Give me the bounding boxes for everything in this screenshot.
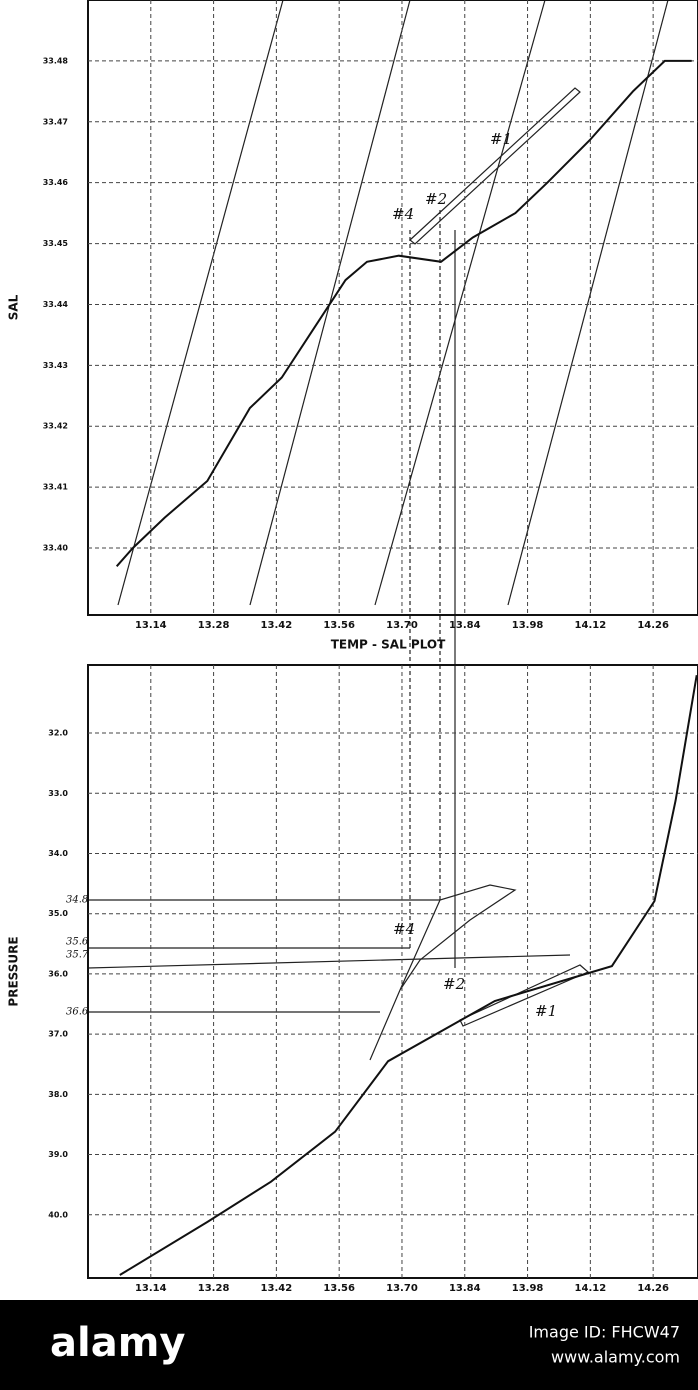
y-tick-label: 39.0: [48, 1150, 68, 1159]
x-tick-label: 13.14: [135, 1283, 167, 1294]
plot-frame: [87, 0, 698, 616]
plot-frame: [87, 664, 698, 1279]
y-tick-label: 33.47: [43, 117, 68, 126]
x-tick-label: 13.28: [198, 1283, 230, 1294]
x-tick-label: 13.28: [198, 620, 230, 631]
x-tick-label: 14.12: [575, 620, 607, 631]
annotation: #2: [425, 190, 447, 208]
x-tick-label: 13.70: [386, 1283, 418, 1294]
y-tick-label: 33.48: [43, 56, 69, 65]
x-tick-label: 13.14: [135, 620, 167, 631]
isopycnals: [117, 0, 669, 606]
y-tick-label: 40.0: [48, 1210, 68, 1219]
x-tick-label: 13.84: [449, 1283, 481, 1294]
guide-lines: [87, 87, 590, 1061]
y-tick-label: 33.44: [43, 300, 69, 309]
x-tick-label: 13.42: [261, 1283, 293, 1294]
x-tick-label: 14.26: [637, 620, 669, 631]
annotation: 36.6: [66, 1007, 89, 1018]
annotation: #4: [392, 205, 414, 223]
site: www.alamy.com: [551, 1348, 680, 1367]
y-tick-label: 33.41: [43, 483, 69, 492]
x-tick-label: 13.56: [323, 620, 355, 631]
y-tick-label: 32.0: [48, 729, 68, 738]
x-tick-label: 13.56: [323, 1283, 355, 1294]
y-tick-label: 35.0: [48, 909, 68, 918]
y-tick-label: 33.43: [43, 361, 68, 370]
x-tick-label: 13.98: [512, 620, 544, 631]
x-tick-label: 13.70: [386, 620, 418, 631]
annotation: #1: [535, 1002, 557, 1020]
annotation: #4: [393, 920, 415, 938]
image-id: Image ID: FHCW47: [529, 1323, 680, 1342]
y-tick-label: 33.46: [43, 178, 69, 187]
y-axis-label: PRESSURE: [7, 936, 21, 1006]
brand: alamy: [50, 1320, 185, 1366]
x-tick-label: 14.12: [575, 1283, 607, 1294]
data-line: [119, 675, 698, 1276]
annotation: #2: [443, 975, 465, 993]
y-tick-label: 33.40: [43, 544, 69, 553]
x-tick-label: 13.84: [449, 620, 481, 631]
annotation: 34.8: [66, 895, 88, 906]
y-tick-label: 33.42: [43, 422, 68, 431]
x-tick-label: 13.42: [261, 620, 293, 631]
y-axis-label: SAL: [7, 294, 21, 320]
y-tick-label: 36.0: [48, 969, 68, 978]
watermark-bar: [0, 1300, 698, 1390]
y-tick-label: 33.45: [43, 239, 69, 248]
annotation: 35.6: [66, 937, 89, 948]
y-tick-label: 37.0: [48, 1030, 68, 1039]
y-tick-label: 38.0: [48, 1090, 68, 1099]
x-axis-label: TEMP - SAL PLOT: [331, 638, 446, 652]
annotation: 35.7: [66, 950, 89, 961]
annotation: #1: [490, 130, 512, 148]
x-tick-label: 13.98: [512, 1283, 544, 1294]
x-tick-label: 14.26: [637, 1283, 669, 1294]
y-tick-label: 33.0: [48, 789, 68, 798]
data-line: [115, 59, 692, 567]
y-tick-label: 34.0: [48, 849, 68, 858]
